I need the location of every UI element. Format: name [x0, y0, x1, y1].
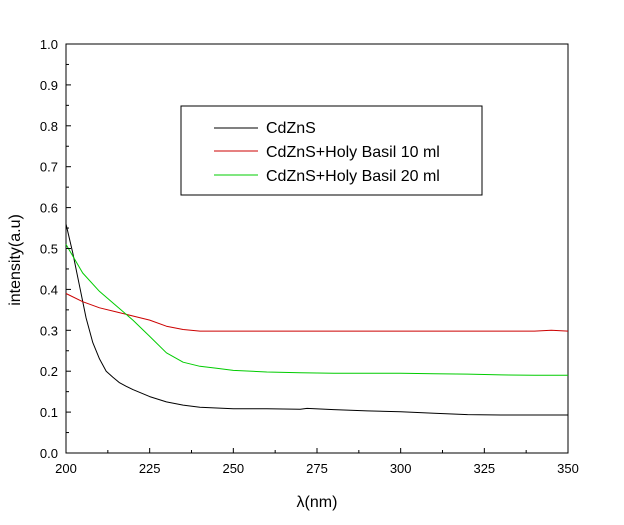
y-tick-label: 1.0: [40, 37, 58, 52]
series-layer: [65, 223, 569, 416]
series-line-holy-basil-20: [65, 244, 568, 376]
x-tick-label: 350: [557, 461, 579, 476]
x-tick-label: 325: [473, 461, 495, 476]
y-tick-label: 0.2: [40, 364, 58, 379]
ticks-layer: 200 225 250 275 300 325 350 0.0 0.1 0.2 0.3 0.4 0.5 0…: [40, 37, 579, 476]
y-axis-title: intensity(a.u): [7, 214, 24, 306]
y-tick-label: 0.5: [40, 242, 58, 257]
legend: CdZnS CdZnS+Holy Basil 10 ml CdZnS+Holy …: [180, 105, 483, 196]
x-tick-label: 250: [222, 461, 244, 476]
x-tick-label: 200: [55, 461, 77, 476]
series-line-holy-basil-10: [65, 293, 569, 332]
y-tick-label: 0.4: [40, 282, 58, 297]
y-tick-label: 0.7: [40, 160, 58, 175]
x-axis-title: λ(nm): [297, 494, 338, 511]
plot-area-frame: [65, 43, 569, 454]
x-tick-label: 275: [306, 461, 328, 476]
y-tick-label: 0.8: [40, 119, 58, 134]
legend-label-holy-basil-20: CdZnS+Holy Basil 20 ml: [266, 168, 440, 185]
x-tick-label: 300: [390, 461, 412, 476]
y-tick-label: 0.1: [40, 405, 58, 420]
legend-label-holy-basil-10: CdZnS+Holy Basil 10 ml: [266, 144, 440, 161]
x-tick-label: 225: [139, 461, 161, 476]
y-tick-label: 0.6: [40, 201, 58, 216]
y-tick-label: 0.0: [40, 446, 58, 461]
y-tick-label: 0.3: [40, 323, 58, 338]
legend-label-cdzns: CdZnS: [266, 120, 316, 137]
series-line-cdzns: [65, 223, 568, 416]
y-tick-label: 0.9: [40, 78, 58, 93]
